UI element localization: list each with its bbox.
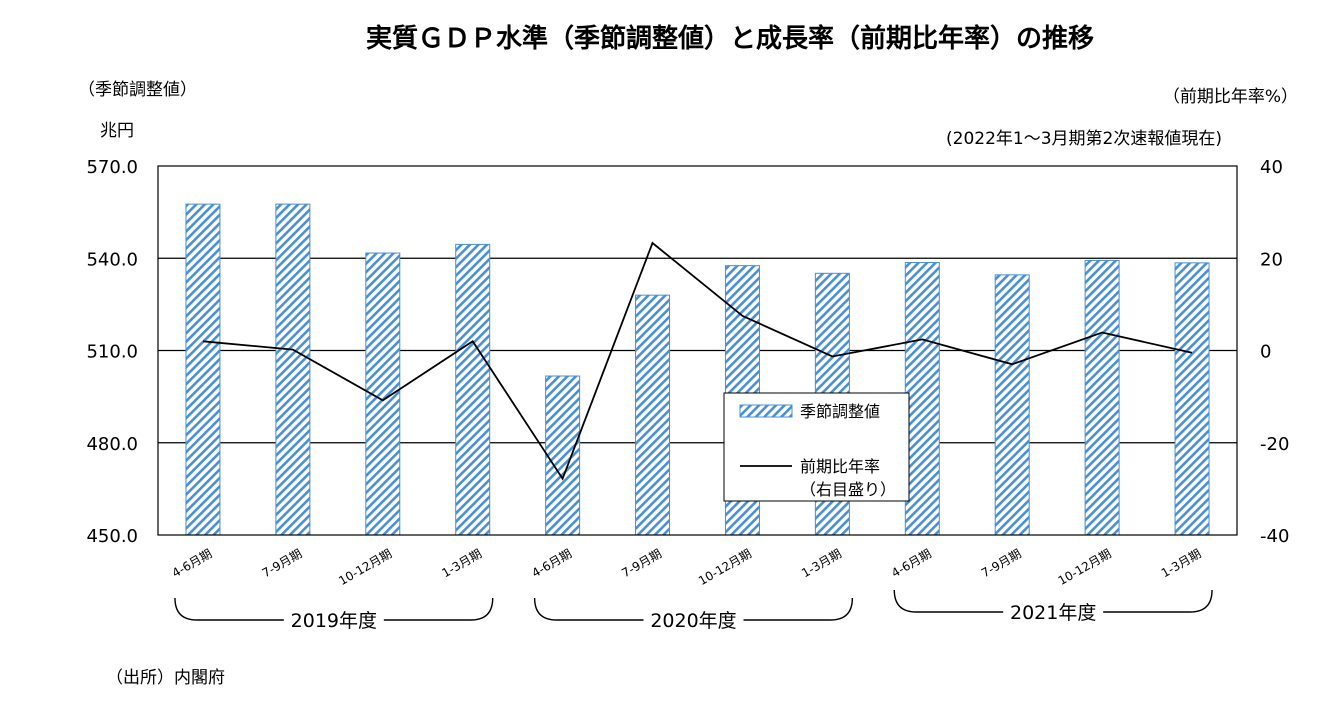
right-tick-label: 40 xyxy=(1260,157,1283,178)
legend: 季節調整値 前期比年率 （右目盛り） xyxy=(723,392,910,502)
right-axis-unit: （前期比年率%） xyxy=(1163,87,1298,107)
axes xyxy=(157,165,1238,536)
legend-label-line: 前期比年率 xyxy=(800,457,880,476)
legend-swatch-bar xyxy=(739,404,793,418)
bar xyxy=(904,262,940,536)
right-tick-label: -20 xyxy=(1260,434,1289,455)
category-label: 10-12月期 xyxy=(336,546,394,588)
bar xyxy=(1174,262,1210,536)
bar xyxy=(275,203,311,536)
bar xyxy=(185,203,221,536)
as-of-note: (2022年1～3月期第2次速報値現在) xyxy=(946,129,1222,149)
right-tick-label: 20 xyxy=(1260,249,1283,270)
category-label: 10-12月期 xyxy=(1056,546,1114,588)
fiscal-year-bracket xyxy=(893,589,1213,613)
category-label: 7-9月期 xyxy=(260,546,305,580)
right-tick-label: -40 xyxy=(1260,526,1289,547)
bar xyxy=(545,375,581,536)
left-axis-unit-note: （季節調整値） xyxy=(78,80,197,100)
category-label: 1-3月期 xyxy=(1159,546,1204,580)
bar xyxy=(455,243,491,536)
source-note: （出所）内閣府 xyxy=(106,668,225,688)
bar-series xyxy=(185,203,1210,536)
left-tick-label: 480.0 xyxy=(86,434,138,455)
category-label: 7-9月期 xyxy=(979,546,1024,580)
category-labels: 4-6月期 7-9月期 10-12月期 1-3月期 4-6月期 7-9月期 10-12月期 1… xyxy=(170,546,1204,588)
left-tick-label: 450.0 xyxy=(86,526,138,547)
right-tick-label: 0 xyxy=(1260,342,1271,363)
fiscal-year-label: 2020年度 xyxy=(650,610,736,632)
tick-labels: 450.0 -40 480.0 -20 510.0 0 540.0 20 570.0 40 xyxy=(86,157,1289,547)
plot-frame xyxy=(157,165,1238,536)
legend-label-line-note: （右目盛り） xyxy=(800,480,896,499)
left-tick-label: 570.0 xyxy=(86,157,138,178)
line-series xyxy=(202,241,1193,481)
category-label: 4-6月期 xyxy=(889,546,934,580)
fiscal-year-bracket xyxy=(533,597,854,621)
left-axis-unit: 兆円 xyxy=(100,121,134,141)
left-tick-label: 540.0 xyxy=(86,249,138,270)
fiscal-year-label: 2021年度 xyxy=(1010,602,1096,624)
category-label: 4-6月期 xyxy=(529,546,574,580)
fiscal-year-label: 2019年度 xyxy=(291,610,377,632)
category-label: 10-12月期 xyxy=(696,546,754,588)
fiscal-year-brackets: 2019年度 2020年度 2021年度 xyxy=(174,589,1213,632)
bar xyxy=(1084,259,1120,536)
bar xyxy=(994,274,1030,536)
category-label: 1-3月期 xyxy=(439,546,484,580)
growth-rate-line xyxy=(202,241,1193,481)
bar xyxy=(635,294,671,536)
left-tick-label: 510.0 xyxy=(86,342,138,363)
category-label: 7-9月期 xyxy=(619,546,664,580)
grid-lines xyxy=(158,257,1237,444)
category-label: 1-3月期 xyxy=(799,546,844,580)
fiscal-year-bracket xyxy=(174,597,494,621)
legend-label-bar: 季節調整値 xyxy=(800,402,880,421)
chart-title: 実質ＧＤＰ水準（季節調整値）と成長率（前期比年率）の推移 xyxy=(366,23,1094,54)
category-label: 4-6月期 xyxy=(170,546,215,580)
